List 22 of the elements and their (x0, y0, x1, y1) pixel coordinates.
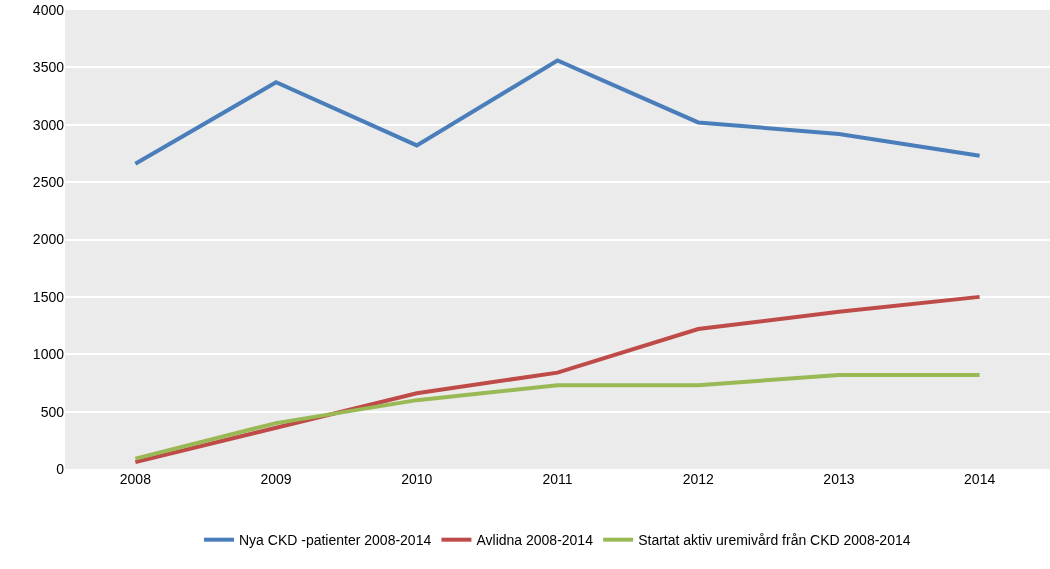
y-tick-label: 2000 (32, 231, 65, 248)
legend-label: Nya CKD -patienter 2008-2014 (239, 532, 432, 549)
x-tick-label: 2008 (119, 471, 152, 487)
y-tick-label: 1500 (32, 288, 65, 305)
y-tick-label: 0 (56, 460, 65, 477)
line-series (133, 372, 982, 461)
legend-label: Startat aktiv uremivård från CKD 2008-2014 (638, 532, 911, 549)
y-tick-label: 1000 (32, 346, 65, 363)
x-tick-label: 2012 (682, 471, 714, 487)
y-tick-label: 3000 (32, 116, 65, 133)
y-tick-label: 4000 (32, 1, 65, 18)
line-series (133, 58, 982, 166)
y-tick-label: 2500 (32, 174, 65, 191)
y-tick-label: 500 (40, 403, 65, 420)
x-tick-label: 2013 (823, 471, 855, 487)
x-tick-label: 2009 (260, 471, 292, 487)
x-tick-label: 2010 (401, 471, 433, 487)
x-tick-label: 2011 (542, 471, 573, 487)
legend-label: Avlidna 2008-2014 (476, 532, 594, 549)
x-tick-label: 2014 (964, 471, 996, 487)
y-tick-label: 3500 (32, 59, 65, 76)
line-series (133, 294, 982, 465)
